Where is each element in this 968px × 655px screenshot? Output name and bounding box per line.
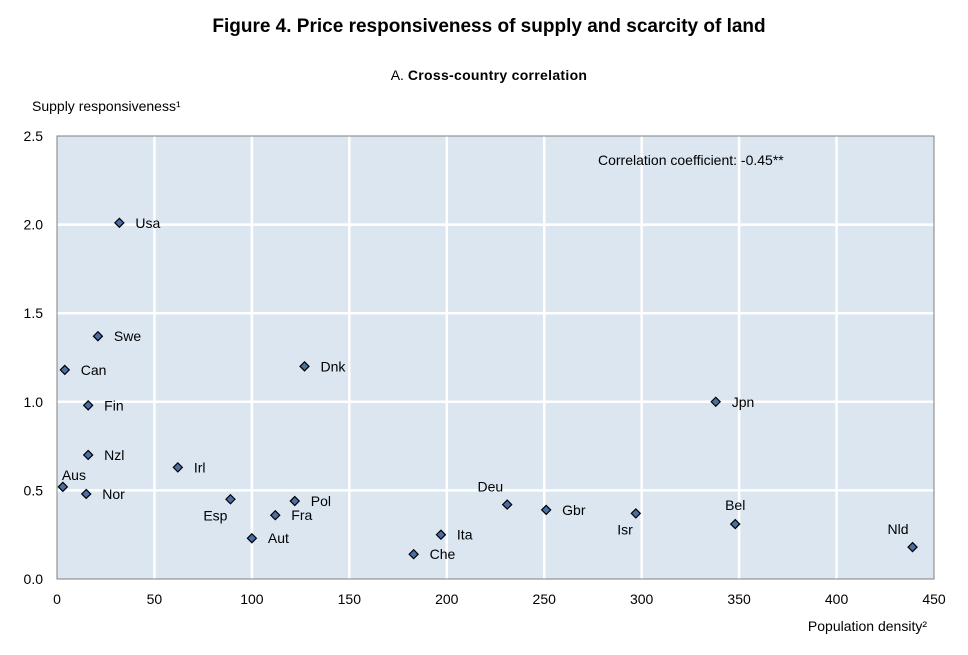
data-point: Fin xyxy=(82,397,124,413)
point-marker xyxy=(729,518,741,530)
point-marker xyxy=(225,493,236,505)
data-point: Esp xyxy=(203,493,236,523)
point-label: Gbr xyxy=(562,502,586,518)
point-label: Can xyxy=(81,362,107,378)
data-point: Irl xyxy=(172,459,206,475)
data-point: Jpn xyxy=(710,394,755,410)
point-marker xyxy=(289,495,301,507)
data-point: Fra xyxy=(269,507,312,523)
x-tick-label: 400 xyxy=(825,591,849,607)
y-axis-label: Supply responsiveness¹ xyxy=(32,98,181,114)
point-label: Nor xyxy=(102,486,125,502)
point-marker xyxy=(82,449,94,461)
x-tick-label: 50 xyxy=(147,591,163,607)
point-marker xyxy=(114,217,125,229)
data-point: Ita xyxy=(435,527,473,543)
point-marker xyxy=(630,508,642,519)
point-label: Isr xyxy=(617,521,633,537)
data-point: Nld xyxy=(888,521,918,553)
point-marker xyxy=(57,481,69,493)
panel-title-prefix: A. xyxy=(390,67,404,83)
x-tick-label: 150 xyxy=(338,591,362,607)
data-point: Dnk xyxy=(299,358,347,374)
x-tick-label: 250 xyxy=(533,591,557,607)
figure-title: Figure 4. Price responsiveness of supply… xyxy=(212,16,766,37)
point-label: Dnk xyxy=(321,358,347,374)
point-marker xyxy=(540,504,552,516)
point-marker xyxy=(501,499,513,510)
data-point: Isr xyxy=(617,508,642,537)
panel-title: A. Cross-country correlation xyxy=(0,67,968,83)
point-marker xyxy=(907,541,918,553)
y-tick-label: 2.5 xyxy=(24,128,44,144)
point-marker xyxy=(269,509,281,521)
point-marker xyxy=(92,330,104,342)
data-point: Che xyxy=(408,546,456,562)
point-marker xyxy=(80,488,92,500)
point-marker xyxy=(59,364,71,376)
axis-ticks: 0 50 100 150 200 250 300 350 400 450 0.0 0.5 1.0 1.5 2… xyxy=(24,128,946,607)
data-point: Can xyxy=(59,362,107,378)
data-point: Bel xyxy=(725,497,745,530)
x-tick-label: 300 xyxy=(630,591,654,607)
point-label: Bel xyxy=(725,497,745,513)
point-marker xyxy=(172,462,184,473)
point-label: Jpn xyxy=(732,394,755,410)
plot-area xyxy=(57,136,934,579)
point-marker xyxy=(82,399,94,411)
point-marker xyxy=(299,361,310,372)
data-point: Nzl xyxy=(82,447,124,463)
correlation-annotation: Correlation coefficient: -0.45** xyxy=(598,152,784,168)
data-point: Swe xyxy=(92,328,141,344)
x-tick-label: 100 xyxy=(240,591,264,607)
data-point: Usa xyxy=(114,215,160,231)
point-marker xyxy=(435,529,447,541)
point-label: Nzl xyxy=(104,447,124,463)
point-label: Fra xyxy=(291,507,312,523)
point-label: Che xyxy=(430,546,456,562)
data-point: Aus xyxy=(57,467,86,493)
x-tick-label: 0 xyxy=(53,591,61,607)
point-marker xyxy=(710,396,722,408)
data-point: Nor xyxy=(80,486,125,502)
point-marker xyxy=(246,532,258,544)
point-label: Deu xyxy=(478,479,504,495)
point-label: Aus xyxy=(62,467,86,483)
point-label: Irl xyxy=(194,459,206,475)
x-tick-label: 450 xyxy=(922,591,946,607)
point-label: Aut xyxy=(268,530,289,546)
point-marker xyxy=(408,548,419,560)
grid-lines xyxy=(57,136,934,579)
y-tick-label: 0.0 xyxy=(24,571,44,587)
data-point: Deu xyxy=(478,479,513,510)
data-point: Gbr xyxy=(540,502,586,518)
point-label: Fin xyxy=(104,397,123,413)
point-label: Nld xyxy=(888,521,909,537)
point-label: Esp xyxy=(203,507,227,523)
panel-title-text: Cross-country correlation xyxy=(407,67,588,83)
point-label: Ita xyxy=(457,527,473,543)
plot-border xyxy=(56,135,935,580)
x-tick-label: 350 xyxy=(727,591,751,607)
point-label: Swe xyxy=(114,328,141,344)
y-tick-label: 0.5 xyxy=(24,482,44,498)
data-point: Pol xyxy=(289,493,331,509)
y-tick-label: 1.5 xyxy=(24,305,44,321)
y-tick-label: 1.0 xyxy=(24,394,44,410)
y-tick-label: 2.0 xyxy=(24,217,44,233)
x-axis-label: Population density² xyxy=(807,618,927,634)
x-tick-label: 200 xyxy=(435,591,459,607)
data-point: Aut xyxy=(246,530,289,546)
point-label: Pol xyxy=(311,493,331,509)
point-label: Usa xyxy=(135,215,160,231)
